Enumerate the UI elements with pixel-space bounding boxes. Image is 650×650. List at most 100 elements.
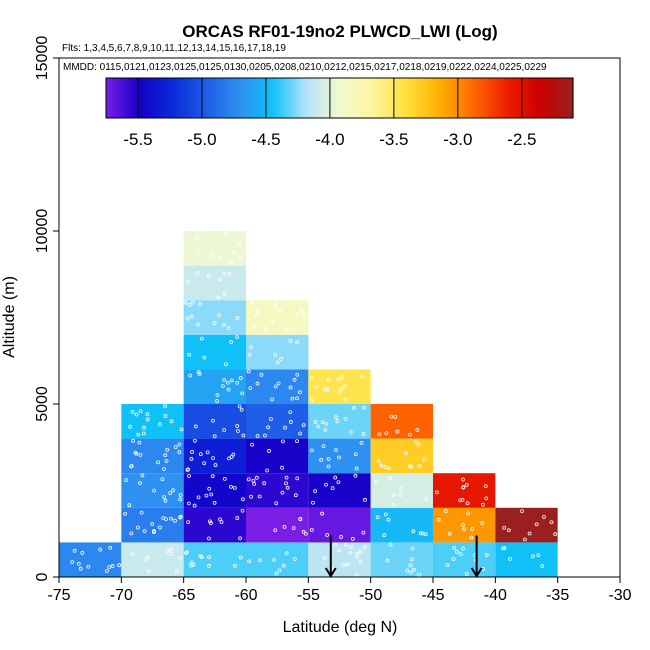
sample-point [391,493,396,497]
colorbar-swatch [546,78,551,118]
sample-point [160,477,165,482]
colorbar-swatch [159,78,164,118]
heatmap-cell [183,542,246,577]
heatmap-cell [308,473,371,508]
colorbar-swatch [259,78,264,118]
colorbar-swatch [339,78,344,118]
colorbar-swatch [539,78,544,118]
sample-point [192,438,197,443]
sample-point [259,372,264,377]
sample-point [137,440,142,445]
sample-point [542,515,546,519]
sample-point [218,255,223,260]
sample-point [207,486,212,491]
sample-point [295,340,300,345]
sample-point [189,314,194,319]
heatmap-cell [121,542,184,577]
sample-point [405,568,410,573]
colorbar-swatch [416,78,421,118]
sample-point [409,464,414,469]
colorbar-tick-label: -4.0 [315,130,344,149]
colorbar-swatch [179,78,184,118]
sample-point [313,420,318,424]
x-tick-label: -75 [47,587,70,604]
sample-point [162,467,166,471]
colorbar-swatch [132,78,137,118]
x-tick-label: -40 [484,587,507,604]
sample-point [241,497,245,502]
colorbar-swatch [279,78,284,118]
colorbar-swatch [569,78,574,118]
colorbar-swatch [142,78,147,118]
sample-point [248,345,253,350]
sample-point [484,496,489,501]
sample-point [343,417,348,421]
sample-point [257,494,262,499]
sample-point [462,527,466,532]
sample-point [323,387,328,392]
y-tick-label: 15000 [34,36,51,81]
colorbar-swatch [216,78,221,118]
sample-point [163,414,168,418]
sample-point [134,412,139,417]
arrow-markers [324,535,483,578]
sample-point [141,431,146,436]
sample-point [458,552,463,557]
sample-point [266,425,271,430]
sample-point [238,555,243,560]
sample-point [288,385,293,390]
sample-point [334,415,338,420]
colorbar-swatch [426,78,431,118]
colorbar-swatch [196,78,200,118]
colorbar-swatch [156,78,160,118]
colorbar-swatch [476,78,481,118]
sample-point [348,545,353,549]
colorbar-swatch [536,78,541,118]
sample-point [343,542,348,547]
colorbar-swatch [106,78,110,118]
sample-point [169,547,174,552]
sample-point [324,482,328,487]
colorbar-swatch [336,78,341,118]
sample-point [129,464,134,468]
sample-point [322,556,327,561]
colorbar-swatch [182,78,187,118]
colorbar-swatch [282,78,287,118]
sample-point [376,459,381,463]
sample-point [98,547,103,552]
down-arrow-marker [324,535,337,578]
sample-point [188,373,193,378]
sample-point [142,425,146,430]
sample-point [415,427,420,432]
heatmap-cell [246,404,309,439]
sample-point [179,427,184,432]
sample-point [156,460,160,465]
sample-point [320,511,325,516]
sample-point [212,434,217,439]
sample-point [527,531,532,536]
colorbar-swatch [549,78,554,118]
sample-point [127,503,132,508]
sample-point [298,431,303,436]
sample-point [207,536,211,541]
colorbar-swatch [359,78,364,118]
y-axis-label: Altitude (m) [1,276,18,358]
sample-point [241,433,246,438]
colorbar-swatch [349,78,354,118]
colorbar-swatch [356,78,361,118]
colorbar-swatch [242,78,247,118]
colorbar-swatch [346,78,351,118]
colorbar-swatch [492,78,497,118]
colorbar-swatch [512,78,517,118]
sample-point [410,546,415,551]
sample-point [361,432,366,436]
sample-point [549,520,554,525]
colorbar-swatch [299,78,304,118]
colorbar-swatch [266,78,271,118]
colorbar-swatch [139,78,144,118]
sample-point [291,526,296,531]
sample-point [163,498,168,503]
sample-point [409,557,414,562]
sample-point [247,352,252,357]
sample-point [309,376,314,381]
